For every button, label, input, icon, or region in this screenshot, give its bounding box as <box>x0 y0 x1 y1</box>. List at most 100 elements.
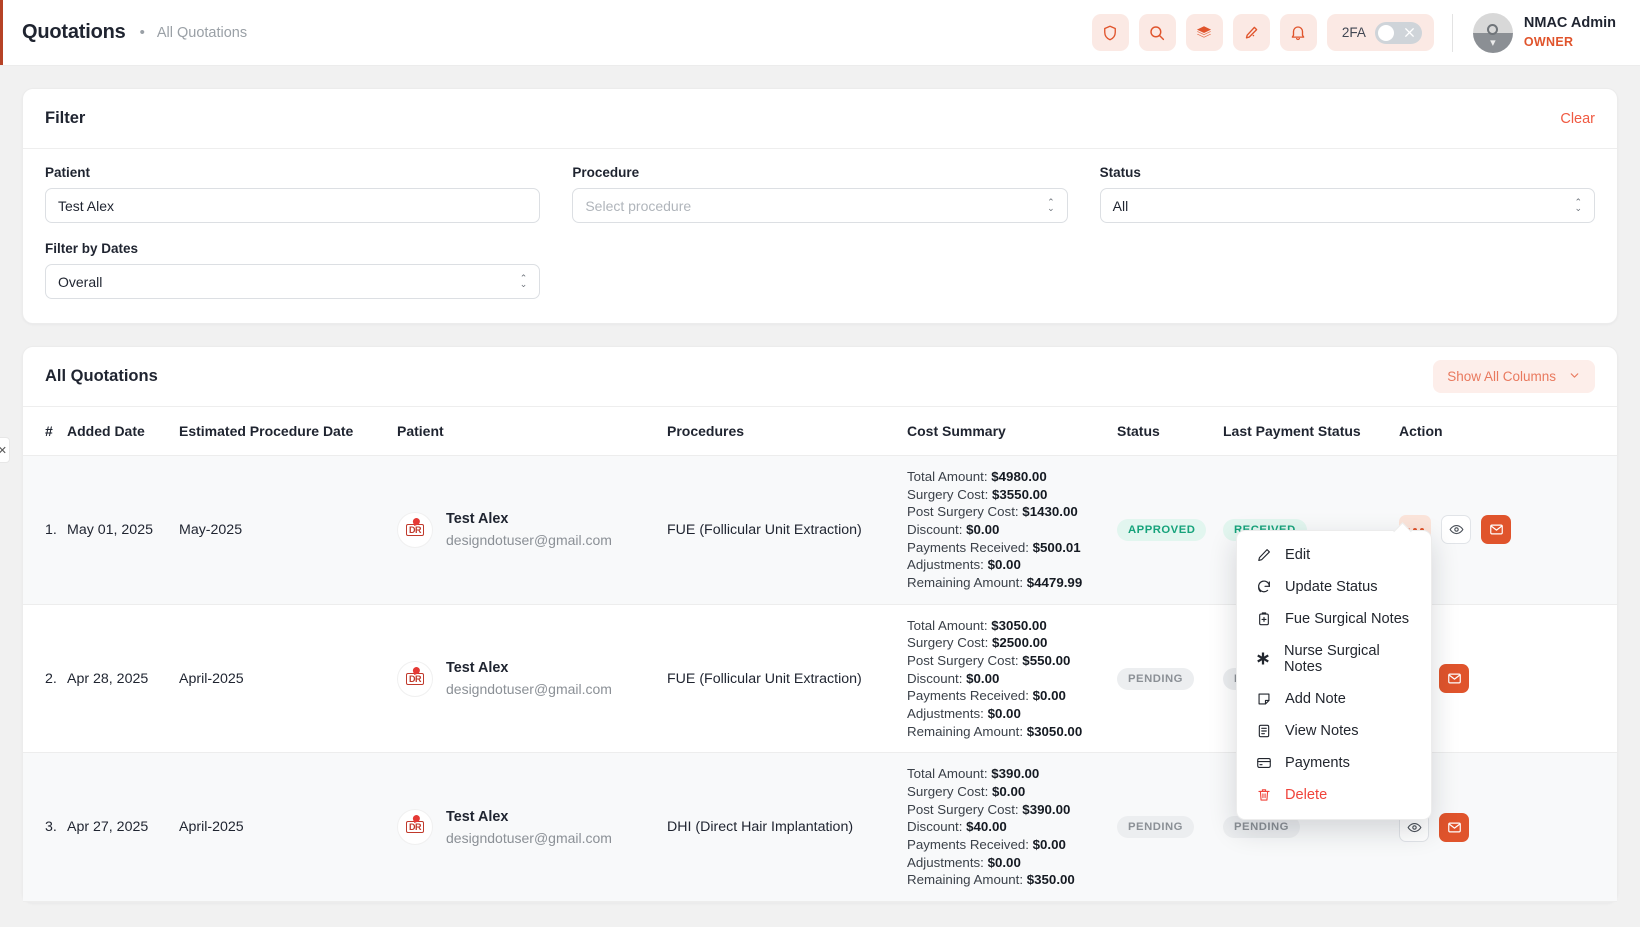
menu-item-label: Update Status <box>1285 579 1378 595</box>
row-patient[interactable]: DR Test Alex designdotuser@gmail.com <box>397 604 667 754</box>
chevron-updown-icon: ⌃ ⌄ <box>1047 197 1055 213</box>
asterisk-icon <box>1255 651 1271 667</box>
user-menu[interactable]: ▾ NMAC Admin OWNER <box>1472 12 1622 53</box>
column-header-status[interactable]: Status <box>1117 407 1223 456</box>
layers-icon <box>1195 24 1213 42</box>
row-cost-summary: Total Amount: $4980.00 Surgery Cost: $355… <box>907 455 1117 605</box>
menu-item-view-notes[interactable]: View Notes <box>1237 715 1431 747</box>
column-header-procedures[interactable]: Procedures <box>667 407 907 456</box>
row-status: PENDING <box>1117 604 1223 754</box>
view-quotation-button[interactable] <box>1441 515 1471 545</box>
avatar-head-icon <box>1487 24 1499 35</box>
menu-item-delete[interactable]: Delete <box>1237 779 1431 811</box>
dates-select-value: Overall <box>58 273 103 290</box>
shield-button[interactable] <box>1091 14 1129 51</box>
row-actions <box>1399 604 1617 754</box>
column-header-patient[interactable]: Patient <box>397 407 667 456</box>
twofa-switch[interactable] <box>1374 21 1422 44</box>
column-header-estimated-date[interactable]: Estimated Procedure Date <box>179 407 397 456</box>
menu-item-label: Nurse Surgical Notes <box>1284 643 1380 675</box>
email-quotation-button[interactable] <box>1481 515 1511 545</box>
status-field-group: Status All ⌃ ⌄ <box>1099 165 1595 223</box>
status-badge: PENDING <box>1117 816 1194 839</box>
twofa-toggle[interactable]: 2FA <box>1326 14 1434 51</box>
shield-icon <box>1101 24 1119 42</box>
quotations-card-header: All Quotations Show All Columns <box>23 347 1617 407</box>
show-all-columns-button[interactable]: Show All Columns <box>1433 360 1595 393</box>
column-header-cost-summary[interactable]: Cost Summary <box>907 407 1117 456</box>
status-badge: APPROVED <box>1117 518 1207 541</box>
row-procedures: FUE (Follicular Unit Extraction) <box>667 455 907 605</box>
cost-line: Payments Received: $0.00 <box>907 688 1066 704</box>
filter-title: Filter <box>45 109 86 127</box>
search-button[interactable] <box>1138 14 1176 51</box>
menu-item-label: Delete <box>1285 787 1328 803</box>
pipette-button[interactable] <box>1232 14 1270 51</box>
filter-row-2: Filter by Dates Overall ⌃ ⌄ <box>45 241 1595 301</box>
dates-field-group: Filter by Dates Overall ⌃ ⌄ <box>45 241 541 299</box>
notifications-button[interactable] <box>1279 14 1317 51</box>
user-role: OWNER <box>1523 34 1574 49</box>
chevron-updown-icon: ⌃ ⌄ <box>1574 197 1582 213</box>
filter-card-header: Filter Clear <box>23 89 1617 149</box>
menu-item-add-note[interactable]: Add Note <box>1237 683 1431 715</box>
cost-line: Remaining Amount: $4479.99 <box>907 575 1083 591</box>
menu-item-label: Add Note <box>1285 691 1346 707</box>
cost-line: Remaining Amount: $350.00 <box>907 872 1075 888</box>
status-select[interactable]: All ⌃ ⌄ <box>1099 188 1595 223</box>
row-patient[interactable]: DR Test Alex designdotuser@gmail.com <box>397 752 667 903</box>
row-estimated-date: April-2025 <box>179 752 397 903</box>
column-header-number[interactable]: # <box>23 407 67 456</box>
status-select-value: All <box>1112 197 1129 214</box>
status-label: Status <box>1099 165 1141 180</box>
search-icon <box>1148 24 1166 42</box>
row-status: APPROVED <box>1117 455 1223 605</box>
breadcrumb-separator: • <box>139 24 145 41</box>
menu-item-payments[interactable]: Payments <box>1237 747 1431 779</box>
filter-body: Patient Test Alex Procedure Select proce… <box>23 149 1617 323</box>
layers-button[interactable] <box>1185 14 1223 51</box>
close-panel-tab[interactable]: ✕ <box>0 437 10 463</box>
top-bar: Quotations • All Quotations <box>0 0 1640 66</box>
table-row[interactable]: 1. May 01, 2025 May-2025 DR Test Alex designd… <box>23 455 1617 605</box>
menu-item-label: Payments <box>1285 755 1350 771</box>
email-quotation-button[interactable] <box>1439 664 1469 694</box>
menu-item-fue-surgical-notes[interactable]: Fue Surgical Notes <box>1237 603 1431 635</box>
cost-line: Post Surgery Cost: $390.00 <box>907 801 1071 817</box>
procedure-select[interactable]: Select procedure ⌃ ⌄ <box>572 188 1068 223</box>
divider <box>1451 13 1453 52</box>
patient-email: designdotuser@gmail.com <box>446 829 612 846</box>
cost-line: Adjustments: $0.00 <box>907 557 1021 573</box>
row-estimated-date: May-2025 <box>179 455 397 605</box>
patient-logo-icon: DR <box>397 809 433 846</box>
menu-item-nurse-surgical-notes[interactable]: Nurse Surgical Notes <box>1237 635 1431 683</box>
filter-card: Filter Clear Patient Test Alex Procedure… <box>22 88 1618 324</box>
quotations-title: All Quotations <box>45 367 158 385</box>
row-status: PENDING <box>1117 752 1223 903</box>
document-icon <box>1255 723 1272 739</box>
menu-item-label: Edit <box>1285 547 1311 563</box>
row-actions <box>1399 455 1617 605</box>
procedure-field-group: Procedure Select procedure ⌃ ⌄ <box>572 165 1068 223</box>
row-patient[interactable]: DR Test Alex designdotuser@gmail.com <box>397 455 667 605</box>
twofa-label: 2FA <box>1341 25 1366 40</box>
cost-line: Payments Received: $0.00 <box>907 837 1066 853</box>
avatar: ▾ <box>1472 12 1513 53</box>
patient-input[interactable]: Test Alex <box>45 188 541 223</box>
column-header-last-payment[interactable]: Last Payment Status <box>1223 407 1399 456</box>
patient-name: Test Alex <box>446 659 509 676</box>
procedure-label: Procedure <box>572 165 640 180</box>
clear-filters-button[interactable]: Clear <box>1560 110 1595 127</box>
menu-item-update-status[interactable]: Update Status <box>1237 571 1431 603</box>
cost-line: Total Amount: $4980.00 <box>907 469 1047 484</box>
column-header-added-date[interactable]: Added Date <box>67 407 179 456</box>
table-row[interactable]: 2. Apr 28, 2025 April-2025 DR Test Alex desig… <box>23 604 1617 754</box>
cost-line: Surgery Cost: $0.00 <box>907 784 1026 800</box>
menu-item-edit[interactable]: Edit <box>1237 539 1431 571</box>
cost-line: Post Surgery Cost: $1430.00 <box>907 504 1078 520</box>
email-quotation-button[interactable] <box>1439 812 1469 842</box>
dates-select[interactable]: Overall ⌃ ⌄ <box>45 264 541 299</box>
status-badge: PENDING <box>1117 667 1194 690</box>
pipette-icon <box>1242 24 1260 42</box>
cost-line: Post Surgery Cost: $550.00 <box>907 653 1071 669</box>
